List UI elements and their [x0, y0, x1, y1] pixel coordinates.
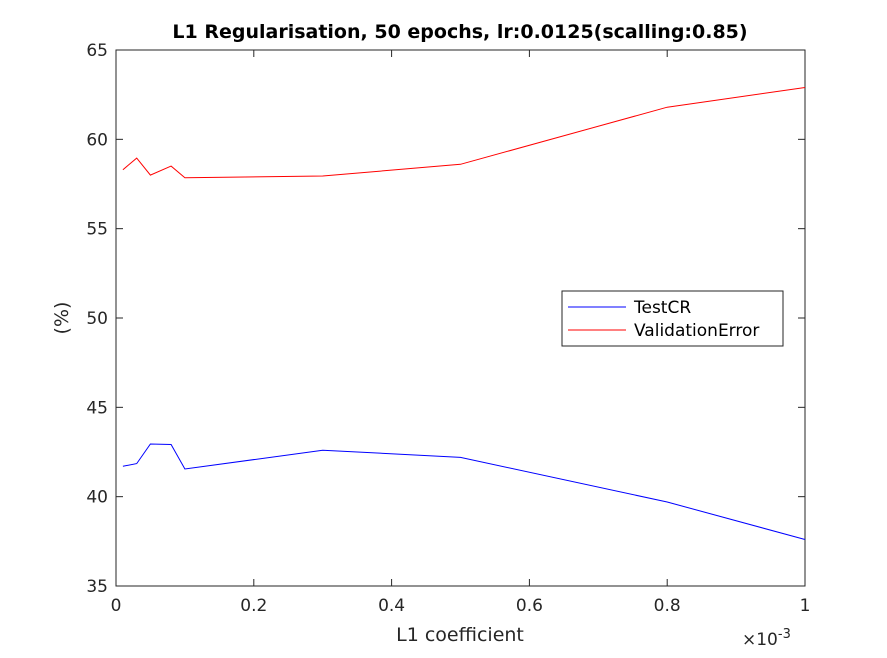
legend-label: TestCR — [633, 298, 691, 318]
x-tick-label: 0.4 — [378, 596, 405, 616]
legend-box — [561, 290, 784, 347]
y-tick-label: 40 — [86, 488, 108, 508]
x-axis-label: L1 coefficient — [396, 624, 524, 646]
chart-title: L1 Regularisation, 50 epochs, lr:0.0125(… — [172, 21, 747, 43]
x-tick-label: 0 — [111, 596, 122, 616]
y-tick-label: 55 — [86, 220, 108, 240]
y-tick-label: 35 — [86, 577, 108, 597]
x-tick-label: 0.6 — [516, 596, 543, 616]
y-axis-label: (%) — [51, 302, 73, 335]
x-tick-label: 0.8 — [654, 596, 681, 616]
legend: TestCR ValidationError — [561, 290, 784, 347]
axis-ticks: 0 0.2 0.4 0.6 0.8 1 35 40 45 50 55 60 65 — [86, 41, 810, 616]
x-tick-label: 0.2 — [240, 596, 267, 616]
x-exponent-power: -3 — [778, 627, 791, 642]
series-line-ValidationError — [122, 87, 806, 179]
series-layer — [122, 87, 806, 540]
legend-label: ValidationError — [634, 321, 759, 341]
x-tick-label: 1 — [800, 596, 811, 616]
y-tick-label: 50 — [86, 309, 108, 329]
y-tick-label: 65 — [86, 41, 108, 61]
x-exponent-base: ×10 — [742, 630, 778, 650]
y-tick-label: 45 — [86, 398, 108, 418]
x-axis-exponent: ×10-3 — [742, 627, 791, 650]
series-line-TestCR — [122, 443, 806, 540]
svg-text:×10-3: ×10-3 — [742, 627, 791, 650]
y-tick-label: 60 — [86, 130, 108, 150]
